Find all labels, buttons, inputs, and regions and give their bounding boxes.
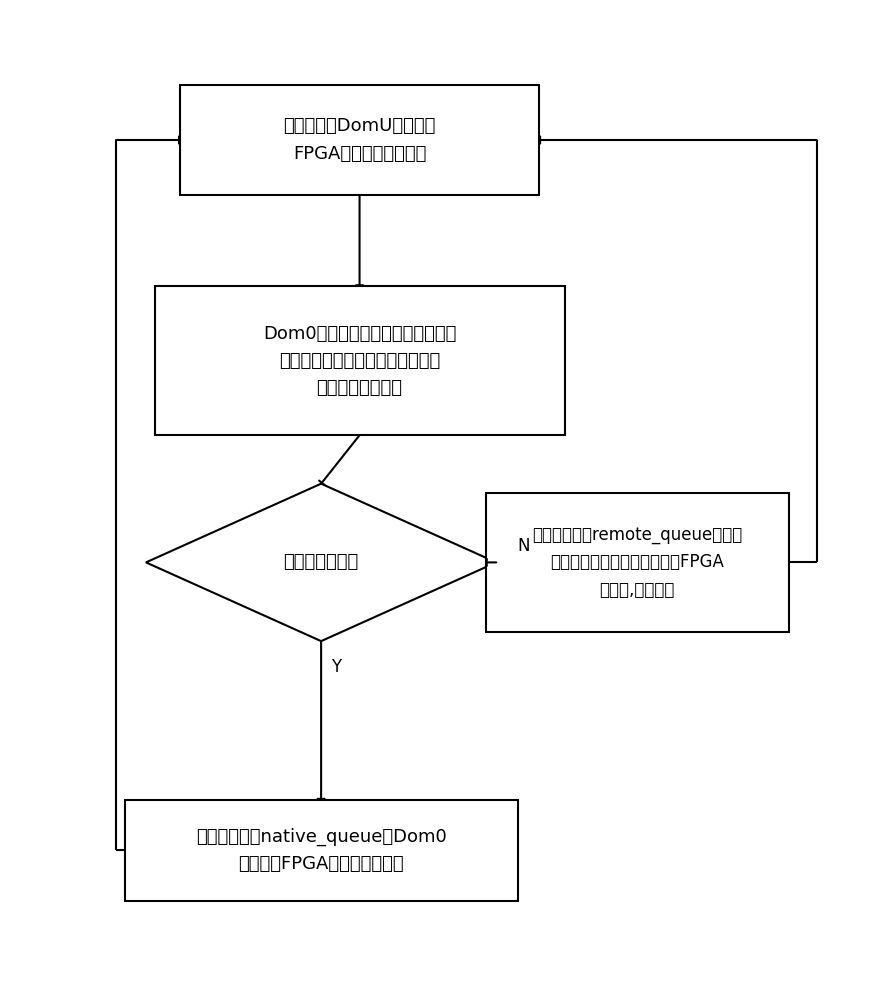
Text: Dom0接收请求，根据集群通信协议
维系的负载表，选择预计响应时间
最短的目标服务器: Dom0接收请求，根据集群通信协议 维系的负载表，选择预计响应时间 最短的目标服… xyxy=(263,325,457,397)
Text: 是本地服务器？: 是本地服务器？ xyxy=(284,553,359,571)
Text: Y: Y xyxy=(331,658,342,676)
Polygon shape xyxy=(146,484,497,641)
Bar xyxy=(486,493,789,632)
Text: N: N xyxy=(518,537,530,555)
Text: 将请求添加到remote_queue，通过
网络访问集群中目标服务器的FPGA
加速器,处理请求: 将请求添加到remote_queue，通过 网络访问集群中目标服务器的FPGA … xyxy=(532,526,742,598)
Bar xyxy=(180,85,539,195)
Bar xyxy=(125,800,518,901)
Text: 多个虚拟机DomU发出访问
FPGA加速器设备的请求: 多个虚拟机DomU发出访问 FPGA加速器设备的请求 xyxy=(283,117,436,163)
Text: 将请求添加到native_queue，Dom0
访问本地FPGA加速器处理请求: 将请求添加到native_queue，Dom0 访问本地FPGA加速器处理请求 xyxy=(196,828,447,873)
Bar xyxy=(155,286,564,435)
